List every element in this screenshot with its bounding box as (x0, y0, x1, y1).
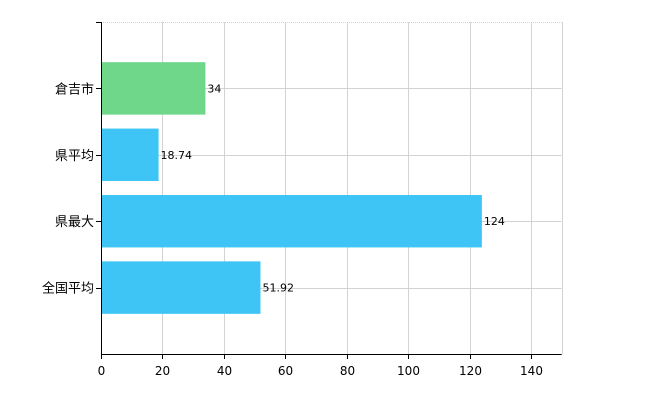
bar-2 (102, 128, 159, 182)
data-label-2: 18.74 (161, 149, 193, 162)
data-label-3: 124 (484, 215, 505, 228)
x-tick-label-60: 60 (278, 364, 293, 378)
y-tick-label-4: 全国平均 (42, 281, 94, 297)
label-layer: 34 倉吉市 18.74 県平均 124 県最大 51.92 全国平均 0 20 40 60 80 100… (42, 81, 543, 378)
x-tick-label-80: 80 (340, 364, 355, 378)
x-tick-label-120: 120 (459, 364, 482, 378)
data-label-1: 34 (207, 82, 221, 95)
x-tick-label-20: 20 (155, 364, 170, 378)
y-tick-label-2: 県平均 (55, 149, 94, 164)
x-tick-label-100: 100 (397, 364, 420, 378)
bar-3 (102, 194, 482, 248)
bar-1 (102, 62, 206, 115)
y-tick-label-3: 県最大 (55, 215, 94, 230)
x-tick-label-140: 140 (520, 364, 543, 378)
axis-layer (96, 22, 562, 359)
bar-4 (102, 261, 261, 314)
bar-layer (102, 62, 482, 314)
x-tick-label-0: 0 (98, 364, 106, 378)
x-tick-label-40: 40 (217, 364, 232, 378)
data-label-4: 51.92 (262, 282, 294, 295)
y-tick-label-1: 倉吉市 (55, 81, 94, 97)
